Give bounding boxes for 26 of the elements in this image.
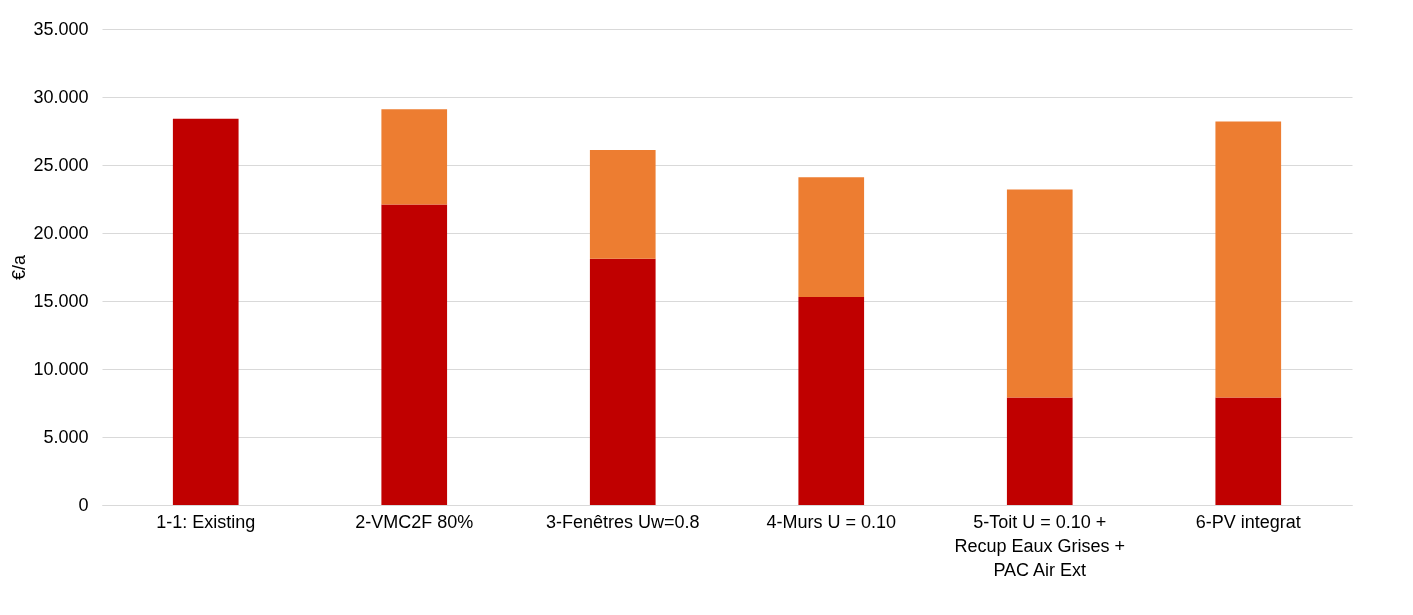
- y-tick-label: 30.000: [33, 86, 89, 107]
- y-tick-label: 20.000: [33, 222, 89, 243]
- bar: [1215, 121, 1282, 398]
- y-tick-label: 15.000: [33, 290, 89, 311]
- bar: [589, 258, 656, 505]
- bar: [381, 109, 448, 205]
- bar: [172, 118, 239, 505]
- y-tick-label: 0: [78, 494, 89, 515]
- y-tick-label: 5.000: [43, 426, 89, 447]
- x-tick-label: 5-Toit U = 0.10 + Recup Eaux Grises + PAC Air Ext: [954, 511, 1126, 580]
- x-tick-label: 3-Fenêtres Uw=0.8: [545, 511, 700, 532]
- bar: [798, 296, 865, 505]
- x-tick-label: 2-VMC2F 80%: [355, 511, 474, 532]
- x-tick-label: 4-Murs U = 0.10: [766, 511, 897, 532]
- bar: [1006, 397, 1073, 505]
- bar: [798, 177, 865, 297]
- x-tick-label: 1-1: Existing: [156, 511, 256, 532]
- bar: [589, 150, 656, 259]
- bar: [381, 204, 448, 505]
- y-tick-label: 10.000: [33, 358, 89, 379]
- x-tick-label: 6-PV integrat: [1195, 511, 1301, 532]
- bar: [1006, 189, 1073, 398]
- y-tick-label: 25.000: [33, 154, 89, 175]
- y-tick-label: 35.000: [33, 18, 89, 39]
- y-axis-title: €/a: [9, 254, 30, 281]
- bar: [1215, 397, 1282, 505]
